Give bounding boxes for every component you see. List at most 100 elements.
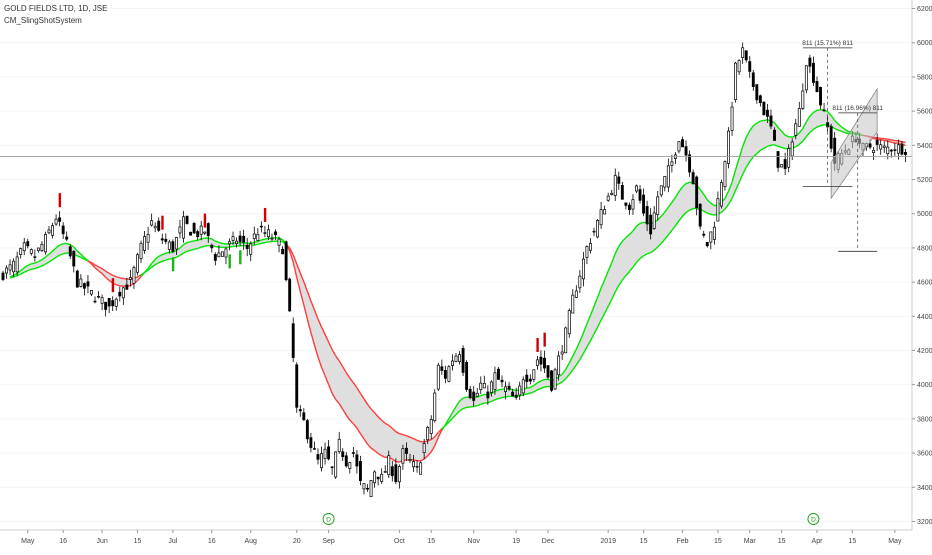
candle-down bbox=[243, 236, 245, 242]
candle-up bbox=[122, 288, 124, 298]
candle-up bbox=[536, 360, 538, 366]
candle-up bbox=[388, 456, 390, 475]
ema-fast-segment bbox=[760, 120, 764, 121]
y-tick-label: 4600 bbox=[917, 280, 932, 287]
ema-fast-segment bbox=[527, 387, 531, 388]
candle-up bbox=[5, 268, 7, 273]
candle-down bbox=[681, 140, 683, 147]
candle-up bbox=[154, 226, 156, 228]
candle-up bbox=[710, 232, 712, 242]
candle-down bbox=[777, 151, 779, 167]
ema-slow-segment bbox=[141, 273, 145, 275]
candle-down bbox=[274, 232, 276, 235]
candle-up bbox=[200, 226, 202, 234]
long-signal-bar bbox=[239, 250, 241, 264]
candle-down bbox=[2, 273, 4, 279]
ema-ribbon-layer bbox=[10, 110, 905, 462]
ema-slow-segment bbox=[187, 250, 191, 251]
candle-down bbox=[473, 392, 475, 400]
candle-up bbox=[101, 297, 103, 303]
candle-up bbox=[370, 480, 372, 496]
y-tick-label: 3800 bbox=[917, 416, 932, 423]
candle-up bbox=[490, 382, 492, 393]
candle-down bbox=[299, 410, 301, 411]
ema-slow-segment bbox=[424, 441, 428, 442]
x-tick-label: Nov bbox=[467, 538, 480, 545]
earnings-marker-label: D bbox=[811, 517, 816, 524]
candle-up bbox=[384, 471, 386, 472]
ema-fast-segment bbox=[881, 140, 885, 141]
candle-up bbox=[565, 328, 567, 353]
candle-down bbox=[904, 152, 906, 154]
ema-slow-segment bbox=[898, 141, 902, 142]
candle-down bbox=[823, 110, 825, 111]
candle-down bbox=[34, 257, 36, 258]
signals-layer bbox=[59, 193, 546, 352]
x-tick-label: 15 bbox=[778, 538, 786, 545]
candle-down bbox=[296, 365, 298, 408]
candle-down bbox=[207, 224, 209, 236]
candle-up bbox=[717, 199, 719, 221]
candle-up bbox=[9, 265, 11, 270]
candle-down bbox=[526, 375, 528, 381]
candle-up bbox=[129, 278, 131, 280]
ema-slow-segment bbox=[523, 394, 527, 395]
y-tick-label: 5800 bbox=[917, 74, 932, 81]
candle-down bbox=[501, 380, 503, 382]
ema-fast-segment bbox=[261, 239, 265, 240]
candle-down bbox=[317, 454, 319, 459]
x-tick-label: 2019 bbox=[600, 538, 616, 545]
ema-slow-segment bbox=[821, 125, 825, 126]
candle-up bbox=[667, 166, 669, 187]
candle-up bbox=[554, 370, 556, 389]
ema-slow-segment bbox=[63, 253, 67, 254]
ema-slow-segment bbox=[467, 407, 471, 408]
candle-up bbox=[582, 259, 584, 279]
candle-down bbox=[112, 301, 114, 306]
candle-down bbox=[119, 292, 121, 296]
candle-down bbox=[342, 452, 344, 457]
candle-up bbox=[409, 459, 411, 460]
candle-down bbox=[356, 455, 358, 466]
candle-up bbox=[731, 107, 733, 130]
candle-down bbox=[830, 126, 832, 148]
candle-up bbox=[519, 386, 521, 395]
candle-down bbox=[69, 247, 71, 256]
x-tick-label: 20 bbox=[293, 538, 301, 545]
candle-down bbox=[292, 324, 294, 358]
ema-fast-segment bbox=[789, 137, 793, 138]
y-tick-label: 3600 bbox=[917, 451, 932, 458]
candle-down bbox=[441, 367, 443, 371]
ema-fast-segment bbox=[513, 390, 517, 391]
ema-slow-segment bbox=[498, 398, 502, 399]
candle-down bbox=[105, 302, 107, 309]
candle-up bbox=[791, 142, 793, 156]
y-tick-label: 3200 bbox=[917, 519, 932, 526]
candle-down bbox=[540, 357, 542, 364]
x-tick-label: Apr bbox=[812, 538, 824, 545]
candle-down bbox=[547, 366, 549, 378]
candle-down bbox=[773, 130, 775, 140]
x-tick-label: 15 bbox=[714, 538, 722, 545]
candle-down bbox=[752, 73, 754, 87]
candle-down bbox=[345, 456, 347, 466]
candle-up bbox=[204, 232, 206, 233]
candle-down bbox=[529, 379, 531, 381]
candle-up bbox=[664, 176, 666, 187]
candle-down bbox=[239, 236, 241, 241]
ema-fast-segment bbox=[414, 460, 418, 461]
candle-down bbox=[876, 140, 878, 144]
candle-up bbox=[90, 290, 92, 294]
candle-up bbox=[533, 370, 535, 380]
candle-down bbox=[94, 301, 96, 302]
candle-up bbox=[140, 243, 142, 258]
x-tick-label: 15 bbox=[134, 538, 142, 545]
ema-slow-segment bbox=[891, 140, 895, 141]
candle-down bbox=[444, 370, 446, 378]
candle-up bbox=[873, 150, 875, 152]
ema-slow-segment bbox=[201, 246, 205, 247]
candle-down bbox=[59, 218, 61, 222]
candle-down bbox=[391, 467, 393, 476]
